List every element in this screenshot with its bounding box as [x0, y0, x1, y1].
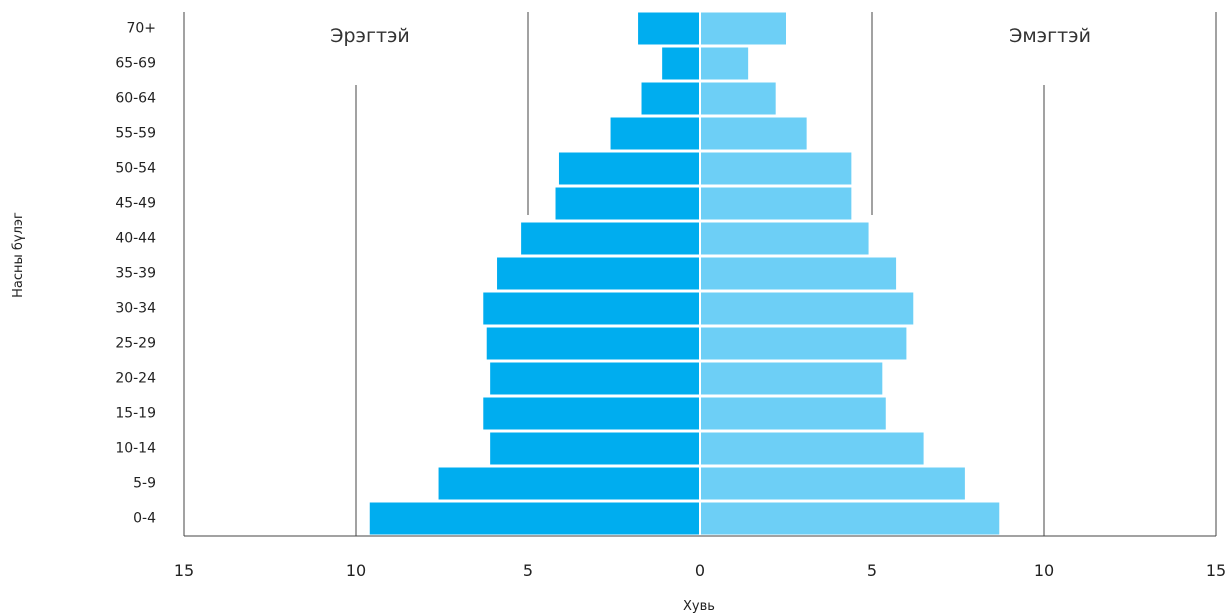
x-tick-label: 10: [1034, 561, 1054, 580]
bar-male: [490, 362, 699, 395]
bar-male: [483, 292, 699, 325]
y-category-label: 40-44: [115, 231, 156, 247]
x-tick-labels: 15 10 5 0 5 10 15: [174, 561, 1226, 580]
bar-female: [701, 467, 965, 500]
y-category-label: 35-39: [115, 266, 156, 282]
y-category-label: 60-64: [115, 91, 156, 107]
y-category-label: 55-59: [115, 126, 156, 142]
bar-female: [701, 292, 914, 325]
bar-male: [610, 117, 699, 150]
bar-female: [701, 257, 897, 290]
x-tick-label: 5: [523, 561, 533, 580]
y-category-label: 10-14: [115, 441, 156, 457]
bar-male: [638, 12, 699, 45]
bar-male: [558, 152, 699, 185]
bar-female: [701, 432, 924, 465]
y-category-label: 15-19: [115, 406, 156, 422]
bar-male: [490, 432, 699, 465]
legend-female-label: Эмэгтэй: [1009, 25, 1091, 47]
bar-female: [701, 12, 786, 45]
bar-female: [701, 222, 869, 255]
y-category-label: 70+: [126, 21, 156, 37]
bar-female: [701, 47, 749, 80]
y-category-label: 20-24: [115, 371, 156, 387]
bar-male: [662, 47, 699, 80]
bar-male: [555, 187, 699, 220]
bar-female: [701, 502, 1000, 535]
x-tick-label: 10: [346, 561, 366, 580]
y-category-label: 50-54: [115, 161, 156, 177]
x-axis-title: Хувь: [683, 599, 715, 614]
x-tick-label: 15: [1206, 561, 1226, 580]
bars: [369, 12, 1000, 535]
y-axis-title: Насны бүлэг: [11, 212, 26, 298]
grid-lines: [183, 12, 1217, 536]
bar-male: [521, 222, 699, 255]
x-tick-label: 5: [867, 561, 877, 580]
bar-male: [438, 467, 699, 500]
bar-male: [486, 327, 699, 360]
bar-female: [701, 327, 907, 360]
y-category-label: 25-29: [115, 336, 156, 352]
x-tick-label: 0: [695, 561, 705, 580]
bar-male: [483, 397, 699, 430]
bar-male: [641, 82, 699, 115]
bar-female: [701, 187, 852, 220]
bar-female: [701, 362, 883, 395]
y-category-label: 30-34: [115, 301, 156, 317]
bar-female: [701, 117, 807, 150]
y-category-label: 45-49: [115, 196, 156, 212]
y-category-label: 65-69: [115, 56, 156, 72]
y-category-label: 0-4: [133, 511, 156, 527]
bar-female: [701, 82, 776, 115]
bar-male: [497, 257, 699, 290]
bar-male: [369, 502, 699, 535]
y-category-labels: 0-4 5-9 10-14 15-19 20-24 25-29 30-34 35-39 40-4…: [115, 21, 156, 527]
bar-female: [701, 152, 852, 185]
y-category-label: 5-9: [133, 476, 156, 492]
bar-female: [701, 397, 886, 430]
x-tick-label: 15: [174, 561, 194, 580]
legend-male-label: Эрэгтэй: [330, 25, 410, 47]
